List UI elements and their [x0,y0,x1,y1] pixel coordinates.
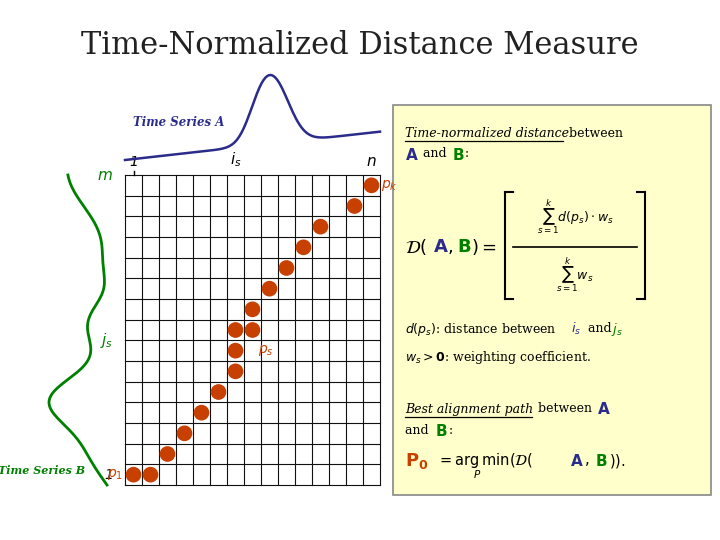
Text: and: and [405,424,433,437]
Text: and: and [419,147,451,160]
Circle shape [313,220,328,234]
Text: $,$: $,$ [584,454,589,468]
Text: 1: 1 [129,155,138,169]
Text: between: between [565,127,623,140]
Circle shape [194,406,209,420]
Circle shape [143,468,158,482]
FancyBboxPatch shape [393,105,711,495]
Text: between: between [534,402,596,415]
Text: Time Series A: Time Series A [133,116,225,129]
Text: $) =$: $) =$ [471,237,497,257]
Text: $\mathcal{D}($: $\mathcal{D}($ [405,237,427,257]
Text: $\mathbf{B}$: $\mathbf{B}$ [595,453,608,469]
Text: $\mathit{i_s}$: $\mathit{i_s}$ [571,321,581,337]
Circle shape [347,199,361,213]
Text: $p_k$: $p_k$ [381,178,398,193]
Text: and: and [584,322,616,335]
Text: $\mathbf{P_0}$: $\mathbf{P_0}$ [405,451,428,471]
Text: $,$: $,$ [447,238,453,256]
Circle shape [177,426,192,441]
Circle shape [161,447,175,461]
Text: $)).$: $)).$ [609,452,626,470]
Text: 1: 1 [104,468,113,482]
Text: Best alignment path: Best alignment path [405,402,533,415]
Circle shape [364,178,379,192]
Circle shape [228,364,243,379]
Text: $d(p_s)$: distance between: $d(p_s)$: distance between [405,321,557,338]
Text: $= \mathrm{arg\,min}(\mathcal{D}($: $= \mathrm{arg\,min}(\mathcal{D}($ [437,451,533,470]
Text: $p_1$: $p_1$ [107,467,123,482]
Text: $P$: $P$ [473,468,481,480]
Text: :: : [449,424,453,437]
Circle shape [228,323,243,337]
Text: $\mathbf{A}$: $\mathbf{A}$ [570,453,584,469]
Text: :: : [465,147,469,160]
Text: $\mathbf{B}$: $\mathbf{B}$ [457,238,472,256]
Text: $n$: $n$ [366,154,377,169]
Text: $\mathit{j_s}$: $\mathit{j_s}$ [611,321,623,338]
Circle shape [262,281,276,296]
Text: $p_s$: $p_s$ [258,343,273,358]
Text: $\sum_{s=1}^{k} d(p_s) \cdot w_s$: $\sum_{s=1}^{k} d(p_s) \cdot w_s$ [536,198,613,237]
Text: $\mathbf{A}$: $\mathbf{A}$ [433,238,449,256]
Circle shape [279,261,294,275]
Text: Time-normalized distance: Time-normalized distance [405,127,569,140]
Circle shape [228,343,243,358]
Text: $\sum_{s=1}^{k} w_s$: $\sum_{s=1}^{k} w_s$ [557,255,594,294]
Circle shape [297,240,310,254]
Circle shape [246,302,260,316]
Circle shape [212,385,225,399]
Text: $\mathbf{B}$: $\mathbf{B}$ [452,147,464,163]
Circle shape [127,468,140,482]
Text: Time-Normalized Distance Measure: Time-Normalized Distance Measure [81,30,639,61]
Text: $w_s > \mathbf{0}$: weighting coefficient.: $w_s > \mathbf{0}$: weighting coefficien… [405,348,591,366]
Circle shape [246,323,260,337]
Text: $m$: $m$ [97,167,113,183]
Text: $\mathbf{A}$: $\mathbf{A}$ [405,147,419,163]
Text: $\mathbf{A}$: $\mathbf{A}$ [597,401,611,417]
Text: $\mathbf{B}$: $\mathbf{B}$ [435,423,448,439]
Text: $i_s$: $i_s$ [230,150,241,169]
Text: $j_s$: $j_s$ [100,331,113,350]
Text: Time Series B: Time Series B [0,465,86,476]
